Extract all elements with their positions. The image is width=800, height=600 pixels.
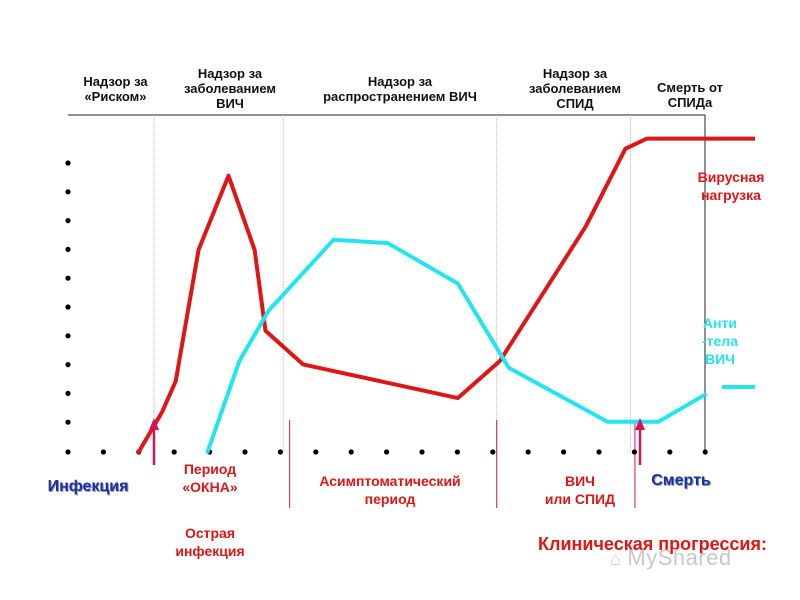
watermark: ⌂ MyShared [610, 545, 732, 571]
y-axis-dot-7 [65, 362, 71, 368]
x-axis-dot-17 [667, 449, 673, 455]
y-axis-dot-9 [65, 419, 71, 425]
x-axis-dot-3 [171, 449, 177, 455]
period-label-acute: Острая инфекция [175, 525, 245, 559]
x-axis-dot-7 [313, 449, 319, 455]
stage-header-risk: Надзор за «Риском» [83, 74, 148, 104]
x-axis-dot-1 [100, 449, 106, 455]
series-label-antibodies: Анти -тела ВИЧ [702, 315, 738, 367]
y-axis-dot-3 [65, 246, 71, 252]
x-axis-dot-8 [348, 449, 354, 455]
stage-header-hiv-disease: Надзор за заболеванием ВИЧ [183, 66, 277, 111]
x-axis-dot-9 [384, 449, 390, 455]
series-line-0 [136, 136, 707, 454]
stage-header-aids-disease: Надзор за заболеванием СПИД [528, 66, 622, 111]
x-axis-dot-16 [631, 449, 638, 455]
x-axis-dot-13 [525, 449, 531, 455]
watermark-icon: ⌂ [610, 549, 622, 569]
y-axis-dot-1 [65, 189, 71, 195]
x-axis-dot-11 [454, 449, 460, 455]
x-axis-dot-15 [596, 449, 602, 455]
stage-header-death: Смерть от СПИДа [657, 80, 723, 110]
x-axis-dot-6 [277, 449, 283, 455]
x-axis-dot-0 [65, 449, 71, 455]
event-arrow-head-0 [148, 418, 159, 430]
period-label-window: Период «ОКНА» [182, 461, 238, 495]
y-axis-dot-8 [65, 390, 71, 396]
chart-title: Клиническая прогрессия: [538, 534, 767, 554]
stage-header-hiv-spread: Надзор за распространением ВИЧ [323, 74, 477, 104]
x-axis-dot-12 [490, 449, 496, 455]
event-label-infection: Инфекция [47, 478, 129, 495]
event-label-death: Смерть [651, 472, 711, 489]
x-axis-dot-10 [419, 449, 425, 455]
x-axis-dot-5 [242, 449, 248, 455]
watermark-text: MyShared [627, 545, 732, 570]
series-label-viral-load: Вирусная нагрузка [697, 169, 765, 203]
x-axis-dot-18 [702, 449, 708, 455]
period-label-hiv-aids: ВИЧ или СПИД [544, 473, 616, 507]
series-line-1 [205, 237, 707, 454]
event-arrow-head-1 [635, 418, 646, 430]
y-axis-dot-5 [65, 304, 71, 310]
y-axis-dot-4 [65, 275, 71, 281]
period-label-asymptomatic: Асимптоматический период [319, 473, 461, 507]
x-axis-dot-14 [561, 449, 567, 455]
y-axis-dot-6 [65, 333, 71, 339]
y-axis-dot-2 [65, 218, 71, 224]
y-axis-dot-0 [65, 160, 71, 166]
